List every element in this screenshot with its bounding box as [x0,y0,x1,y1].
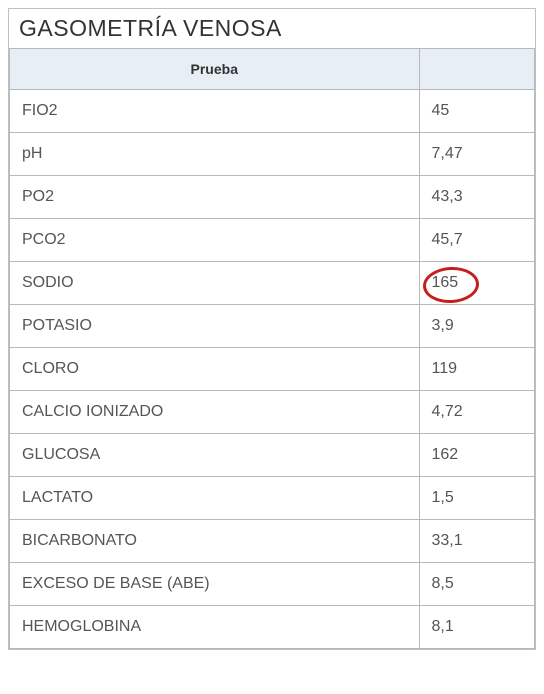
test-name-cell: POTASIO [10,305,420,348]
test-name-cell: LACTATO [10,477,420,520]
table-header-row: Prueba [10,49,535,90]
test-name-cell: pH [10,133,420,176]
highlighted-value: 165 [432,274,459,292]
test-name-cell: CLORO [10,348,420,391]
test-value-cell: 8,5 [419,563,535,606]
test-value-cell: 7,47 [419,133,535,176]
table-row: POTASIO3,9 [10,305,535,348]
table-row: LACTATO1,5 [10,477,535,520]
table-row: EXCESO DE BASE (ABE)8,5 [10,563,535,606]
table-row: SODIO 165 [10,262,535,305]
header-test: Prueba [10,49,420,90]
test-value-cell: 165 [419,262,535,305]
test-name-cell: FIO2 [10,90,420,133]
test-value-cell: 45,7 [419,219,535,262]
table-row: HEMOGLOBINA8,1 [10,606,535,649]
test-value-cell: 1,5 [419,477,535,520]
header-value [419,49,535,90]
test-name-cell: HEMOGLOBINA [10,606,420,649]
table-row: PCO245,7 [10,219,535,262]
test-name-cell: CALCIO IONIZADO [10,391,420,434]
test-name-cell: PO2 [10,176,420,219]
test-value-cell: 4,72 [419,391,535,434]
test-name-cell: BICARBONATO [10,520,420,563]
table-row: pH7,47 [10,133,535,176]
table-row: FIO245 [10,90,535,133]
table-row: PO243,3 [10,176,535,219]
test-value-cell: 8,1 [419,606,535,649]
panel-title: GASOMETRÍA VENOSA [9,9,535,46]
test-name-cell: EXCESO DE BASE (ABE) [10,563,420,606]
table-row: CALCIO IONIZADO4,72 [10,391,535,434]
test-value-cell: 162 [419,434,535,477]
table-row: GLUCOSA162 [10,434,535,477]
test-name-cell: SODIO [10,262,420,305]
results-table: Prueba FIO245pH7,47PO243,3PCO245,7SODIO 1… [9,48,535,649]
table-row: BICARBONATO33,1 [10,520,535,563]
test-name-cell: GLUCOSA [10,434,420,477]
test-value-cell: 119 [419,348,535,391]
test-value-cell: 45 [419,90,535,133]
table-body: FIO245pH7,47PO243,3PCO245,7SODIO 165 POTAS… [10,90,535,649]
table-row: CLORO119 [10,348,535,391]
lab-results-panel: GASOMETRÍA VENOSA Prueba FIO245pH7,47PO2… [8,8,536,650]
test-name-cell: PCO2 [10,219,420,262]
test-value-cell: 33,1 [419,520,535,563]
test-value-cell: 43,3 [419,176,535,219]
test-value-cell: 3,9 [419,305,535,348]
